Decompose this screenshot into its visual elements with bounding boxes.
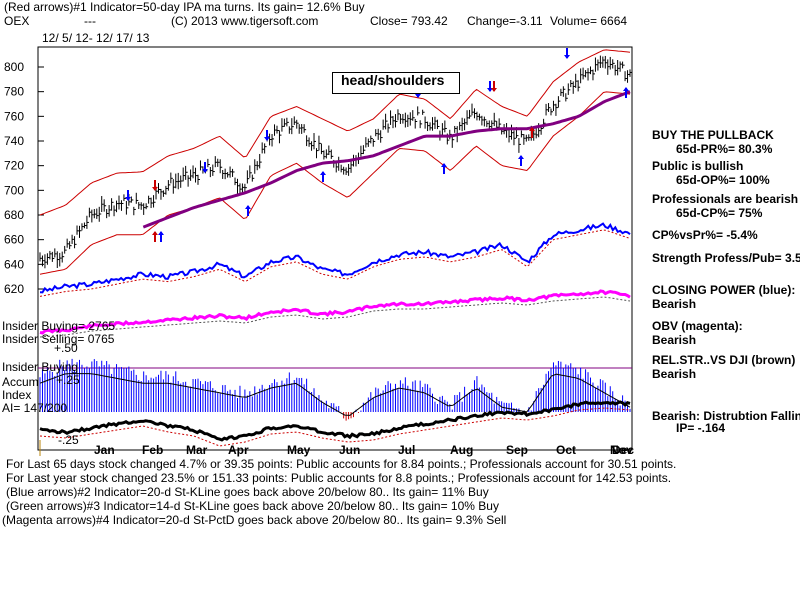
y-tick-label: 720 bbox=[4, 159, 24, 173]
head-shoulders-box bbox=[332, 72, 460, 94]
x-tick-label: Sep bbox=[506, 443, 528, 457]
close-value: Close= 793.42 bbox=[370, 14, 448, 28]
sell-arrow bbox=[491, 81, 497, 92]
upper-band-line bbox=[39, 49, 631, 216]
closing-power-ma bbox=[39, 229, 631, 297]
x-tick-label: Jul bbox=[398, 443, 415, 457]
x-tick-label: Nov bbox=[610, 443, 633, 457]
distribution: Bearish: Distrubtion Falling bbox=[652, 409, 800, 423]
sell-arrow bbox=[125, 190, 131, 201]
sell-arrow bbox=[152, 180, 158, 191]
x-tick-label: Dec bbox=[612, 443, 634, 457]
obv-title: OBV (magenta): bbox=[652, 319, 743, 333]
buy-arrow bbox=[529, 127, 535, 138]
y-tick-label: 740 bbox=[4, 134, 24, 148]
accum-label: Accum bbox=[2, 375, 39, 389]
obv-line bbox=[39, 289, 631, 335]
footer-line-1: For Last 65 days stock changed 4.7% or 3… bbox=[6, 457, 677, 471]
relative-strength-line bbox=[39, 400, 631, 442]
index-label: Index bbox=[2, 388, 32, 402]
y-tick-label: 780 bbox=[4, 85, 24, 99]
closing-power-line bbox=[39, 222, 631, 294]
relstr-ma bbox=[39, 407, 631, 447]
x-tick-label: Jun bbox=[339, 443, 360, 457]
pr-value: 65d-PR%= 80.3% bbox=[676, 142, 773, 156]
footer-line-3: (Blue arrows)#2 Indicator=20-d St-KLine … bbox=[6, 485, 489, 499]
y-tick-label: 680 bbox=[4, 208, 24, 222]
op-value: 65d-OP%= 100% bbox=[676, 173, 770, 187]
sell-arrow bbox=[264, 130, 270, 141]
sell-arrow bbox=[564, 48, 570, 59]
chart-frame bbox=[37, 46, 633, 451]
sell-arrow bbox=[487, 81, 493, 92]
buy-pullback: BUY THE PULLBACK bbox=[652, 128, 774, 142]
ip-value: IP= -.164 bbox=[676, 421, 726, 435]
cp-vs-pr: CP%vsPr%= -5.4% bbox=[652, 228, 758, 242]
x-tick-label: Aug bbox=[450, 443, 473, 457]
pros-bearish: Professionals are bearish bbox=[652, 192, 799, 206]
obv-state: Bearish bbox=[652, 333, 697, 347]
accum-bars bbox=[39, 358, 631, 421]
x-tick-label: May bbox=[287, 443, 311, 457]
volume-value: Volume= 6664 bbox=[550, 14, 628, 28]
closing-power-state: Bearish bbox=[652, 297, 697, 311]
y-tick-label: 660 bbox=[4, 233, 24, 247]
plus50-label: +.50 bbox=[54, 341, 78, 355]
obv-ma bbox=[39, 296, 631, 338]
buy-arrow bbox=[441, 163, 447, 174]
x-tick-label: Jan bbox=[94, 443, 115, 457]
footer-line-4: (Green arrows)#3 Indicator=14-d St-KLine… bbox=[6, 499, 499, 513]
symbol: OEX bbox=[4, 14, 30, 28]
closing-power-title: CLOSING POWER (blue): bbox=[652, 283, 796, 297]
accum-ma-line bbox=[39, 373, 631, 416]
cp-value: 65d-CP%= 75% bbox=[676, 206, 763, 220]
y-tick-labels: 800 780 760 740 720 700 680 660 640 620 bbox=[4, 60, 24, 296]
insider-buying-label: Insider Buying bbox=[2, 360, 79, 374]
insider-buying-count: Insider Buying= 2765 bbox=[2, 319, 116, 333]
footer-line-2: For Last year stock changed 23.5% or 151… bbox=[6, 471, 672, 485]
y-tick-label: 640 bbox=[4, 257, 24, 271]
buy-arrow bbox=[320, 171, 326, 182]
copyright: (C) 2013 www.tigersoft.com bbox=[171, 14, 319, 28]
date-range: 12/ 5/ 12- 12/ 17/ 13 bbox=[42, 31, 150, 45]
sell-arrow bbox=[202, 162, 208, 173]
buy-arrow bbox=[518, 155, 524, 166]
buy-arrow bbox=[245, 205, 251, 216]
buy-arrow bbox=[152, 231, 158, 242]
y-tick-label: 760 bbox=[4, 109, 24, 123]
price-bars bbox=[39, 55, 632, 269]
relstr-state: Bearish bbox=[652, 367, 697, 381]
x-tick-label: Oct bbox=[556, 443, 576, 457]
strength: Strength Profess/Pub= 3.5 bbox=[652, 251, 800, 265]
signal-arrows bbox=[125, 48, 629, 242]
change-value: Change=-3.11 bbox=[467, 14, 543, 28]
relstr-title: REL.STR..VS DJI (brown) bbox=[652, 353, 796, 367]
x-tick-label: Mar bbox=[186, 443, 208, 457]
lower-band-line bbox=[39, 91, 631, 275]
y-tick-label: 800 bbox=[4, 60, 24, 74]
x-tick-label: Feb bbox=[142, 443, 163, 457]
buy-arrow bbox=[158, 231, 164, 242]
x-tick-label: Apr bbox=[228, 443, 249, 457]
y-tick-label: 620 bbox=[4, 282, 24, 296]
symbol-dashes: --- bbox=[84, 14, 96, 28]
y-tick-marks bbox=[38, 66, 44, 290]
footer-line-5: (Magenta arrows)#4 Indicator=20-d St-Pct… bbox=[2, 513, 507, 527]
head-shoulders-label: head/shoulders bbox=[341, 72, 445, 88]
buy-arrow bbox=[623, 87, 629, 98]
y-tick-label: 700 bbox=[4, 183, 24, 197]
ai-label: AI= 147/200 bbox=[2, 401, 68, 415]
public-bullish: Public is bullish bbox=[652, 159, 744, 173]
indicator-line-red: (Red arrows)#1 Indicator=50-day IPA ma t… bbox=[4, 0, 365, 14]
plus25-label: +.25 bbox=[56, 373, 80, 387]
minus25-label: -.25 bbox=[58, 433, 79, 447]
ma50-line bbox=[142, 90, 631, 229]
insider-selling-count: Insider Selling= 0765 bbox=[2, 332, 115, 346]
